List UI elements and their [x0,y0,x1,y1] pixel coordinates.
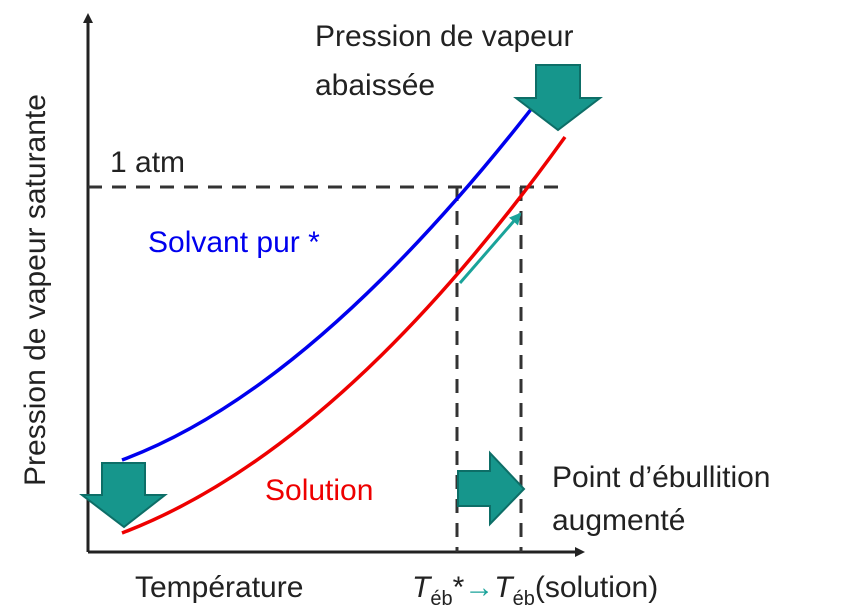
curve-label: Solvant pur * [148,226,320,259]
down-arrow [513,64,603,132]
symbol: T [494,571,515,604]
x-marker-label: Téb*→Téb(solution) [412,571,658,610]
annotation: augmenté [552,504,685,537]
solution-curve [121,135,567,535]
suffix: * [453,571,465,604]
arrow: → [464,571,494,604]
subscript: éb [513,588,535,610]
reference-label: 1 atm [110,146,185,179]
y-axis-label: Pression de vapeur saturante [19,94,52,486]
subscript: éb [430,588,452,610]
down-arrow [79,462,168,529]
annotation: Point d’ébullition [552,461,770,494]
curve-label: Solution [265,474,373,507]
right-arrow [457,450,526,527]
symbol: T [412,571,433,604]
annotation: Pression de vapeur [315,20,574,53]
solvent-curve [121,63,567,462]
x-axis-label: Température [135,571,303,604]
shift-arrow [458,212,522,284]
suffix: (solution) [535,571,658,604]
annotation: abaissée [315,69,435,102]
